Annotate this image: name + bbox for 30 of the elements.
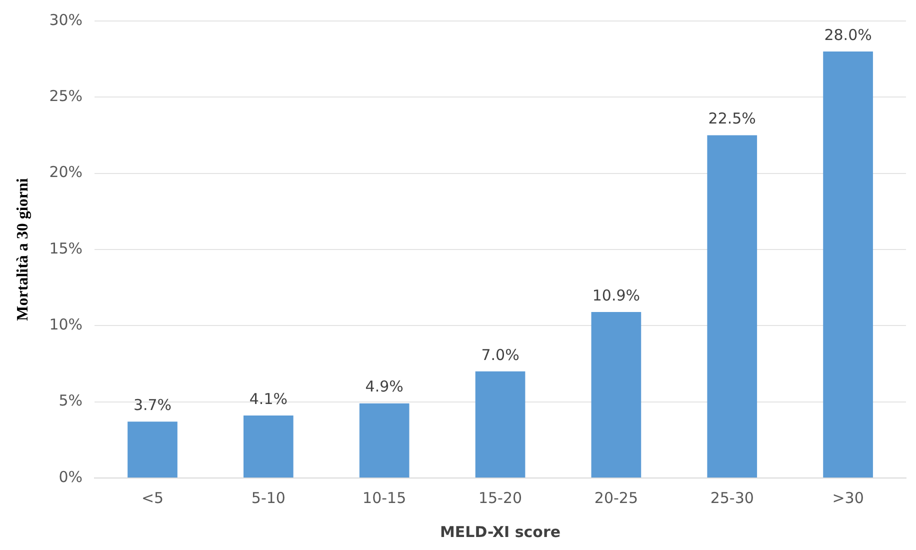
data-label: 3.7%	[133, 396, 172, 414]
bar	[591, 312, 642, 478]
bar	[128, 422, 178, 478]
y-axis-title: Mortalità a 30 giorni	[14, 178, 32, 321]
x-tick-label: 15-20	[478, 488, 522, 507]
y-tick-label: 15%	[49, 239, 83, 258]
y-tick-label: 5%	[58, 392, 83, 410]
x-tick-label: >30	[832, 488, 864, 507]
y-tick-label: 25%	[49, 87, 83, 106]
data-label: 22.5%	[708, 110, 756, 128]
x-axis-title: MELD-XI score	[440, 522, 561, 541]
bar	[707, 135, 758, 478]
data-label: 4.1%	[249, 390, 288, 408]
x-tick-label: 5-10	[251, 488, 286, 507]
bar	[244, 416, 294, 478]
x-tick-label: 25-30	[710, 488, 754, 507]
x-tick-label: 10-15	[362, 488, 406, 507]
data-label: 4.9%	[365, 378, 404, 396]
data-label: 28.0%	[824, 26, 872, 44]
data-label: 10.9%	[592, 286, 640, 304]
bar	[823, 51, 873, 478]
x-tick-label: 20-25	[594, 488, 638, 507]
x-tick-label: <5	[141, 488, 164, 507]
bar	[475, 371, 526, 478]
y-tick-label: 0%	[58, 468, 83, 486]
y-tick-label: 30%	[49, 10, 83, 29]
data-label: 7.0%	[481, 346, 520, 364]
y-tick-label: 20%	[49, 163, 83, 182]
bar	[359, 403, 410, 478]
y-tick-label: 10%	[49, 316, 83, 334]
